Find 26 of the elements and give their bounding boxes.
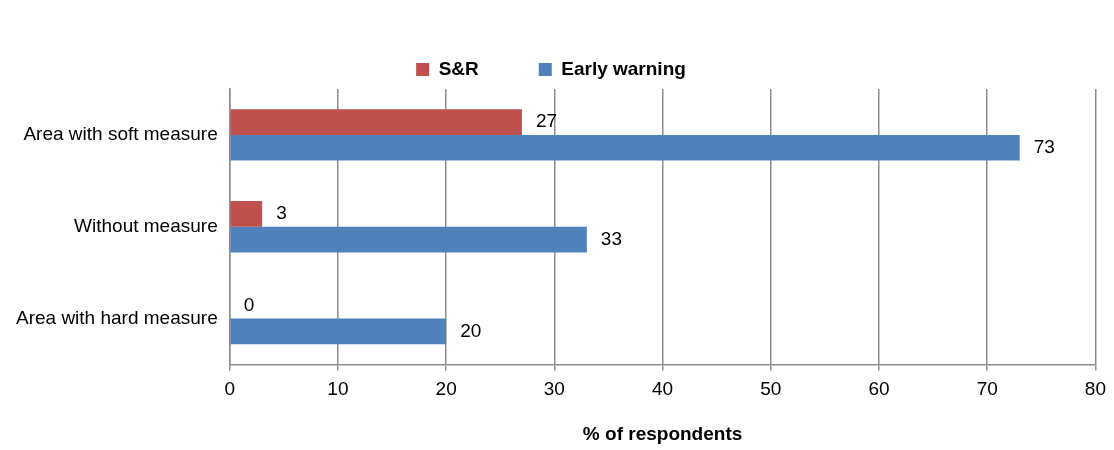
data-label: 3: [276, 202, 287, 224]
x-tick-label: 40: [652, 378, 674, 400]
y-tick-label: Without measure: [74, 214, 218, 236]
bar: [230, 134, 1020, 161]
x-tick-label: 0: [224, 378, 235, 400]
x-tick-label: 80: [1084, 378, 1106, 400]
data-label: 33: [600, 227, 622, 249]
x-tick-label: 70: [976, 378, 998, 400]
bar: [230, 318, 447, 345]
bar: [230, 226, 587, 253]
x-tick-label: 60: [868, 378, 890, 400]
data-label: 73: [1033, 135, 1055, 157]
bar: [230, 201, 263, 227]
x-tick-label: 30: [543, 378, 565, 400]
x-tick-label: 10: [327, 378, 349, 400]
y-tick-label: Area with soft measure: [23, 123, 218, 145]
bar: [230, 109, 522, 135]
x-tick-label: 50: [760, 378, 782, 400]
legend-label: Early warning: [561, 57, 686, 79]
data-label: 27: [535, 110, 558, 132]
data-label: 0: [243, 293, 255, 315]
data-label: 20: [460, 319, 482, 341]
x-axis-title: % of respondents: [582, 422, 743, 444]
x-tick-label: 20: [435, 378, 457, 400]
legend-label: S&R: [438, 57, 480, 79]
y-tick-label: Area with hard measure: [15, 306, 218, 328]
